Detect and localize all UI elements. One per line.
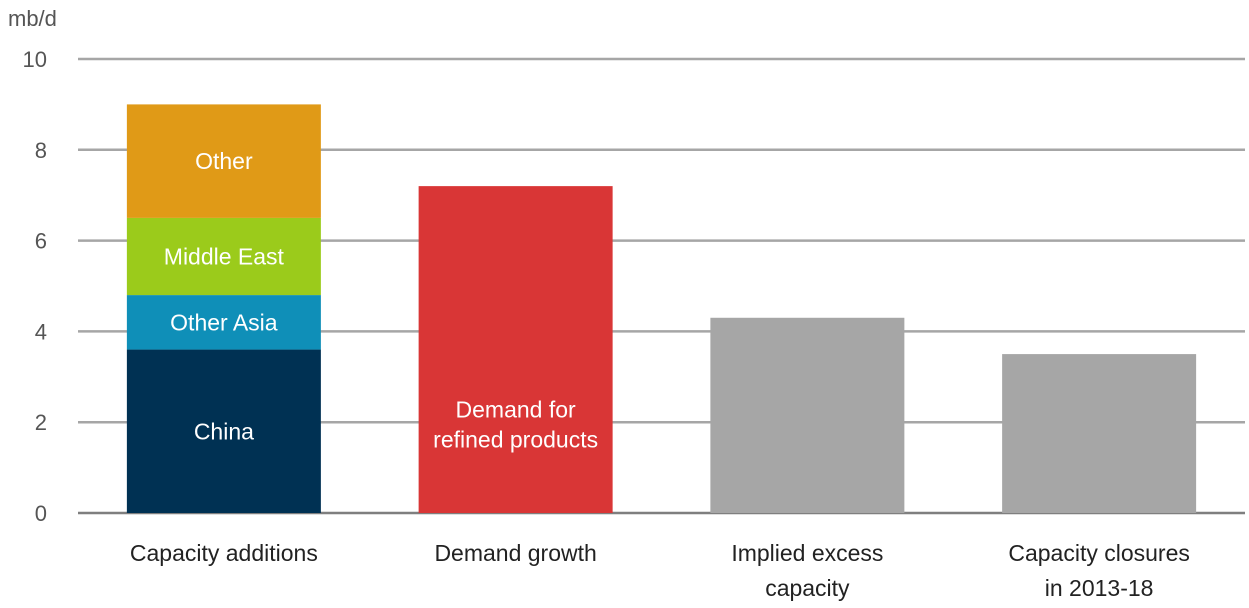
category-label: Capacity closures [1008, 540, 1190, 566]
bar-segment [710, 317, 905, 513]
bar-group: Demand for refined products [418, 186, 613, 513]
bar-segment [126, 349, 321, 513]
y-tick-label: 0 [35, 501, 47, 526]
bar-group: China Other Asia Middle East Other [126, 104, 321, 513]
category-label: capacity [765, 575, 850, 601]
segment-label: Demand for [456, 397, 577, 423]
x-axis-category-labels: Capacity additions Demand growth Implied e… [130, 540, 1190, 601]
bar-group [1002, 354, 1197, 513]
segment-label: refined products [433, 427, 598, 453]
bars: China Other Asia Middle East Other Demand fo… [126, 104, 1197, 513]
y-tick-label: 8 [35, 138, 47, 163]
y-axis-unit-label: mb/d [8, 6, 57, 31]
y-tick-label: 10 [23, 47, 47, 72]
y-tick-label: 4 [35, 319, 47, 344]
y-tick-label: 6 [35, 229, 47, 254]
category-label: Implied excess [731, 540, 883, 566]
y-tick-label: 2 [35, 410, 47, 435]
segment-label: Middle East [164, 243, 285, 269]
segment-label: Other [195, 148, 253, 174]
bar-segment [126, 295, 321, 350]
bar-segment [418, 186, 613, 513]
bar-segment [126, 217, 321, 296]
segment-label: Other Asia [170, 309, 278, 335]
bar-segment [1002, 354, 1197, 513]
bar-group [710, 317, 905, 513]
bar-segment [126, 104, 321, 218]
category-label: Demand growth [434, 540, 596, 566]
segment-label: China [194, 418, 254, 444]
y-axis-ticks: 0 2 4 6 8 10 [23, 47, 47, 526]
category-label: Capacity additions [130, 540, 318, 566]
category-label: in 2013-18 [1045, 575, 1154, 601]
